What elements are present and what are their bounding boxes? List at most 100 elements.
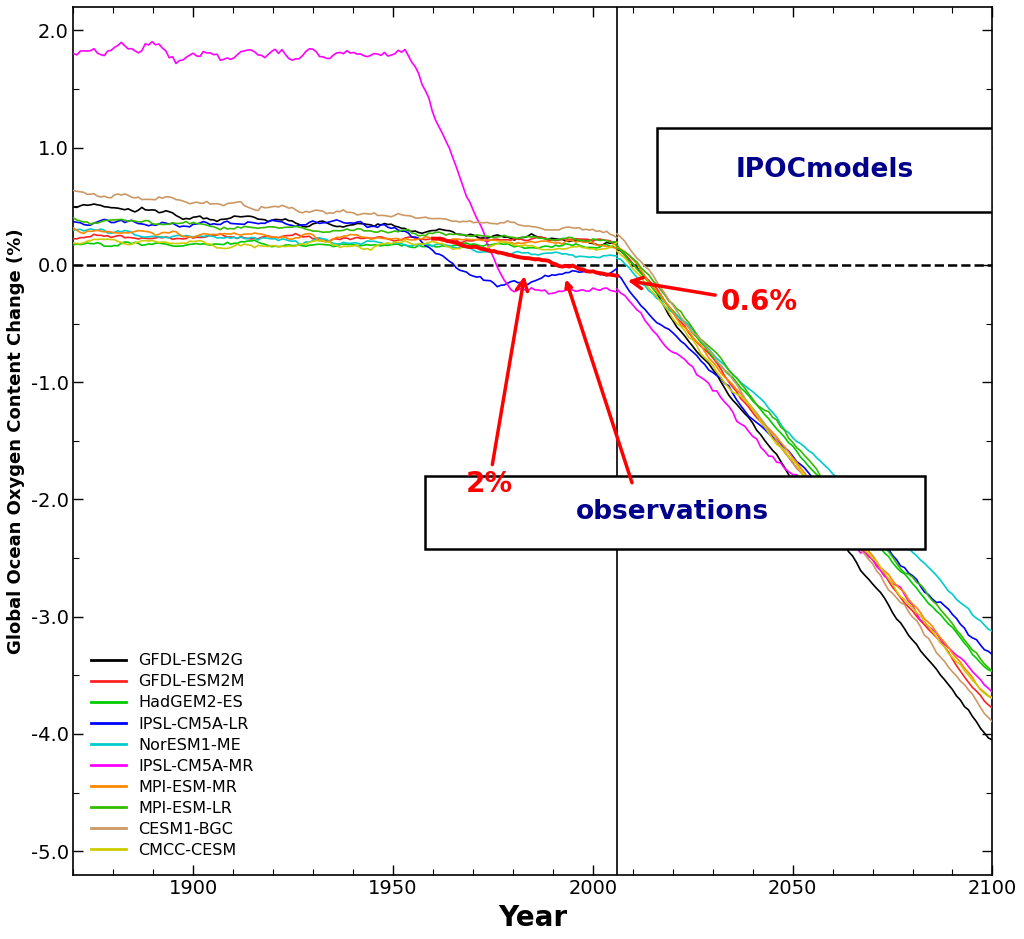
MPI-ESM-LR — [420, 230, 432, 241]
NorESM1-ME — [594, 252, 606, 263]
Text: observations: observations — [577, 500, 769, 525]
CMCC-CESM — [224, 242, 237, 254]
CMCC-CESM — [518, 239, 530, 251]
GFDL-ESM2G — [594, 239, 606, 251]
CMCC-CESM — [68, 238, 80, 249]
HadGEM2-ES — [610, 242, 623, 254]
IPSL-CM5A-LR — [68, 216, 80, 227]
FancyBboxPatch shape — [656, 128, 992, 212]
NorESM1-ME — [180, 230, 193, 241]
MPI-ESM-MR — [177, 231, 189, 242]
GFDL-ESM2M — [290, 228, 302, 239]
CESM1-BGC — [177, 195, 189, 207]
NorESM1-ME — [68, 224, 80, 236]
CESM1-BGC — [368, 208, 380, 219]
IPSL-CM5A-LR — [98, 214, 111, 225]
IPSL-CM5A-LR — [180, 221, 193, 232]
CESM1-BGC — [420, 211, 432, 223]
Y-axis label: Global Ocean Oxygen Content Change (%): Global Ocean Oxygen Content Change (%) — [7, 228, 25, 654]
IPSL-CM5A-MR — [372, 49, 384, 60]
CESM1-BGC — [221, 198, 233, 209]
GFDL-ESM2G — [423, 225, 435, 237]
GFDL-ESM2M — [372, 232, 384, 243]
Line: IPSL-CM5A-LR: IPSL-CM5A-LR — [74, 220, 616, 286]
HadGEM2-ES — [423, 239, 435, 251]
Text: 0.6%: 0.6% — [632, 278, 798, 316]
Line: MPI-ESM-MR: MPI-ESM-MR — [74, 228, 616, 249]
GFDL-ESM2G — [180, 213, 193, 224]
NorESM1-ME — [423, 239, 435, 250]
CESM1-BGC — [610, 232, 623, 243]
GFDL-ESM2M — [515, 234, 527, 245]
Line: MPI-ESM-LR: MPI-ESM-LR — [74, 218, 616, 242]
MPI-ESM-LR — [584, 235, 596, 246]
MPI-ESM-LR — [68, 212, 80, 223]
CESM1-BGC — [68, 185, 80, 196]
Line: GFDL-ESM2G: GFDL-ESM2G — [74, 204, 616, 245]
GFDL-ESM2M — [423, 234, 435, 245]
Line: GFDL-ESM2M: GFDL-ESM2M — [74, 234, 616, 245]
IPSL-CM5A-LR — [423, 241, 435, 253]
MPI-ESM-MR — [221, 228, 233, 239]
IPSL-CM5A-MR — [68, 48, 80, 59]
GFDL-ESM2G — [515, 232, 527, 243]
MPI-ESM-MR — [610, 243, 623, 254]
GFDL-ESM2M — [177, 233, 189, 244]
IPSL-CM5A-LR — [372, 222, 384, 233]
MPI-ESM-LR — [368, 226, 380, 238]
IPSL-CM5A-MR — [224, 54, 237, 65]
MPI-ESM-MR — [420, 231, 432, 242]
CMCC-CESM — [365, 244, 377, 255]
CMCC-CESM — [180, 238, 193, 249]
Text: IPOCmodels: IPOCmodels — [735, 157, 913, 183]
MPI-ESM-LR — [512, 233, 524, 244]
IPSL-CM5A-MR — [610, 286, 623, 298]
HadGEM2-ES — [532, 243, 545, 254]
NorESM1-ME — [587, 251, 599, 262]
CMCC-CESM — [590, 244, 602, 255]
IPSL-CM5A-LR — [492, 281, 504, 292]
GFDL-ESM2G — [88, 198, 100, 209]
MPI-ESM-LR — [604, 237, 616, 248]
IPSL-CM5A-MR — [543, 288, 555, 300]
CESM1-BGC — [584, 224, 596, 236]
CMCC-CESM — [426, 236, 438, 247]
GFDL-ESM2M — [221, 231, 233, 242]
MPI-ESM-LR — [610, 237, 623, 248]
MPI-ESM-MR — [512, 238, 524, 249]
HadGEM2-ES — [177, 240, 189, 252]
NorESM1-ME — [84, 223, 96, 235]
IPSL-CM5A-LR — [224, 218, 237, 229]
MPI-ESM-LR — [221, 223, 233, 235]
CMCC-CESM — [610, 237, 623, 248]
HadGEM2-ES — [249, 235, 261, 246]
IPSL-CM5A-MR — [515, 283, 527, 294]
Line: HadGEM2-ES: HadGEM2-ES — [74, 240, 616, 249]
GFDL-ESM2G — [587, 238, 599, 249]
Legend: GFDL-ESM2G, GFDL-ESM2M, HadGEM2-ES, IPSL-CM5A-LR, NorESM1-ME, IPSL-CM5A-MR, MPI-: GFDL-ESM2G, GFDL-ESM2M, HadGEM2-ES, IPSL… — [91, 654, 254, 858]
GFDL-ESM2M — [610, 239, 623, 251]
NorESM1-ME — [224, 233, 237, 244]
X-axis label: Year: Year — [499, 904, 567, 932]
Line: IPSL-CM5A-MR: IPSL-CM5A-MR — [74, 41, 616, 294]
NorESM1-ME — [610, 250, 623, 261]
Text: 2%: 2% — [466, 280, 527, 498]
FancyBboxPatch shape — [425, 476, 925, 548]
IPSL-CM5A-MR — [146, 36, 159, 47]
HadGEM2-ES — [515, 241, 527, 253]
CMCC-CESM — [101, 234, 114, 245]
NorESM1-ME — [515, 247, 527, 258]
Line: NorESM1-ME: NorESM1-ME — [74, 229, 616, 257]
HadGEM2-ES — [68, 239, 80, 251]
NorESM1-ME — [372, 237, 384, 248]
Line: CMCC-CESM: CMCC-CESM — [74, 239, 616, 250]
IPSL-CM5A-LR — [590, 267, 602, 278]
CESM1-BGC — [512, 219, 524, 230]
MPI-ESM-MR — [368, 233, 380, 244]
CMCC-CESM — [375, 239, 387, 250]
IPSL-CM5A-MR — [590, 284, 602, 295]
GFDL-ESM2G — [68, 201, 80, 212]
MPI-ESM-MR — [68, 223, 80, 234]
GFDL-ESM2G — [372, 219, 384, 230]
IPSL-CM5A-LR — [610, 263, 623, 274]
